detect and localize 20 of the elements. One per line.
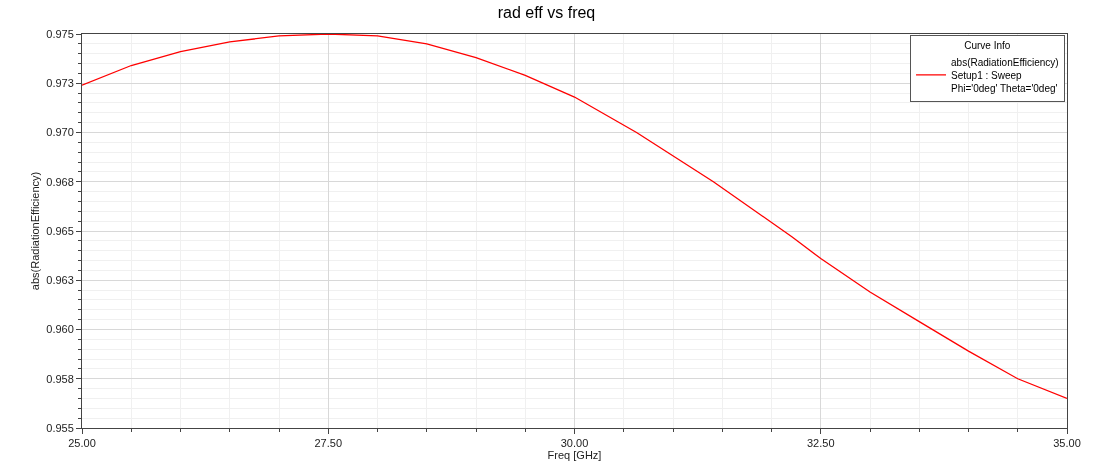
legend-label: abs(RadiationEfficiency) Setup1 : Sweep Phi='0deg' Theta='0deg' <box>951 56 1059 94</box>
x-tick-label: 35.00 <box>1053 437 1081 450</box>
y-axis-title: abs(RadiationEfficiency) <box>28 171 41 291</box>
x-tick-label: 30.00 <box>560 437 589 450</box>
y-tick-label: 0.963 <box>46 274 74 287</box>
x-tick-label: 32.50 <box>806 437 835 450</box>
y-tick-label: 0.975 <box>46 27 74 40</box>
y-tick-label: 0.965 <box>46 224 74 237</box>
x-tick-label: 25.00 <box>68 437 96 450</box>
y-tick-label: 0.955 <box>46 421 74 434</box>
x-tick-label: 27.50 <box>314 437 343 450</box>
line-series <box>82 34 1067 400</box>
y-tick-label: 0.970 <box>46 126 74 139</box>
y-tick-label: 0.973 <box>46 77 74 90</box>
y-tick-label: 0.968 <box>46 175 74 188</box>
y-tick-label: 0.960 <box>46 323 74 336</box>
y-tick-label: 0.958 <box>46 372 74 385</box>
x-axis-title: Freq [GHz] <box>547 449 602 462</box>
chart-title: rad eff vs freq <box>497 4 596 22</box>
legend-title: Curve Info <box>964 39 1011 51</box>
